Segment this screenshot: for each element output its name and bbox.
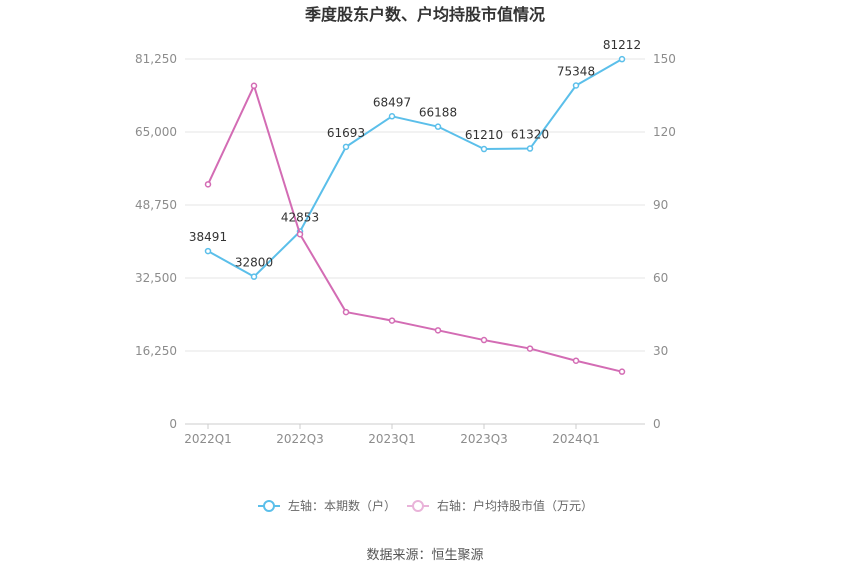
data-label: 81212 xyxy=(603,38,641,52)
x-axis-tick-label: 2023Q1 xyxy=(368,432,416,446)
legend-marker-left xyxy=(263,500,275,512)
data-point xyxy=(296,230,304,238)
data-label: 66188 xyxy=(419,106,457,120)
data-point xyxy=(434,123,442,130)
right-axis-tick-label: 30 xyxy=(653,344,668,358)
left-axis-tick-label: 16,250 xyxy=(135,344,177,358)
legend-item-right-series[interactable]: 右轴：户均持股市值（万元） xyxy=(407,498,593,513)
left-axis-tick-label: 0 xyxy=(169,417,177,431)
data-point xyxy=(526,145,534,152)
right-axis-tick-label: 60 xyxy=(653,271,668,285)
data-point xyxy=(250,82,258,90)
right-axis-tick-label: 90 xyxy=(653,198,668,212)
data-point xyxy=(204,181,212,188)
data-point xyxy=(480,145,488,153)
legend: 左轴：本期数（户） 右轴：户均持股市值（万元） xyxy=(258,498,593,513)
data-label: 68497 xyxy=(373,95,411,109)
data-label: 61320 xyxy=(511,128,549,142)
right-axis-tick-label: 150 xyxy=(653,52,676,66)
data-source: 数据来源：恒生聚源 xyxy=(366,548,483,563)
x-axis-tick-label: 2022Q3 xyxy=(276,432,324,446)
data-point xyxy=(388,113,396,120)
data-point xyxy=(526,345,534,352)
axes: 0 0 16,250 30 32,500 60 48,750 90 65,000 120 81,25… xyxy=(135,52,676,446)
data-point xyxy=(572,82,580,89)
legend-marker-right xyxy=(412,500,424,512)
gridlines xyxy=(185,58,645,352)
series-layer xyxy=(204,55,626,375)
series-line-right xyxy=(207,84,623,373)
data-label: 38491 xyxy=(189,230,227,244)
data-point xyxy=(618,368,626,375)
data-point xyxy=(204,247,212,255)
left-axis-tick-label: 32,500 xyxy=(135,271,177,285)
data-label: 32800 xyxy=(235,256,273,270)
x-axis-tick-label: 2024Q1 xyxy=(552,432,600,446)
left-axis-tick-label: 81,250 xyxy=(135,52,177,66)
data-label: 61693 xyxy=(327,126,365,140)
chart-title: 季度股东户数、户均持股市值情况 xyxy=(304,5,545,24)
data-label: 42853 xyxy=(281,210,319,224)
legend-label-left: 左轴：本期数（户） xyxy=(288,498,396,513)
data-point xyxy=(342,308,350,316)
data-point xyxy=(618,55,626,63)
legend-item-left-series[interactable]: 左轴：本期数（户） xyxy=(258,498,396,513)
left-axis-tick-label: 65,000 xyxy=(135,125,177,139)
data-label: 61210 xyxy=(465,128,503,142)
left-axis-tick-label: 48,750 xyxy=(135,198,177,212)
legend-label-right: 右轴：户均持股市值（万元） xyxy=(437,498,593,513)
data-labels: 38491 32800 42853 61693 68497 66188 61210 61320… xyxy=(189,38,641,269)
data-point xyxy=(572,357,580,364)
data-label: 75348 xyxy=(557,65,595,79)
series-line-left xyxy=(207,58,623,278)
right-axis-tick-label: 120 xyxy=(653,125,676,139)
right-axis-tick-label: 0 xyxy=(653,417,661,431)
data-point xyxy=(434,327,442,334)
x-axis-tick-label: 2023Q3 xyxy=(460,432,508,446)
data-point xyxy=(388,317,396,324)
data-point xyxy=(250,273,258,280)
x-axis-tick-label: 2022Q1 xyxy=(184,432,232,446)
data-point xyxy=(342,143,350,151)
data-point xyxy=(480,336,488,344)
